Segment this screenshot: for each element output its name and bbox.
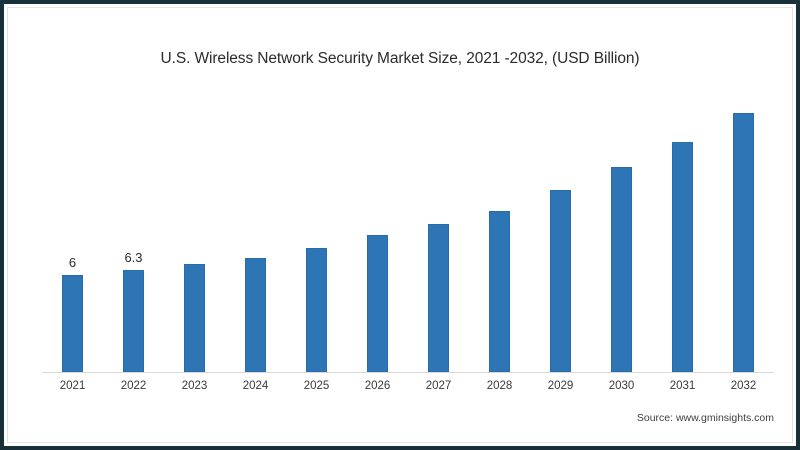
bar-2028[interactable] (489, 210, 510, 372)
bar-value-label: 6 (68, 255, 77, 271)
bar-group-2031 (652, 94, 713, 372)
bar-2031[interactable] (672, 141, 693, 372)
x-tick-label-2027: 2027 (425, 380, 452, 392)
x-tick-label-2029: 2029 (547, 380, 574, 392)
bar-2023[interactable] (184, 264, 205, 372)
x-tick-label-2023: 2023 (181, 380, 208, 392)
bar-group-2029 (530, 94, 591, 372)
bar-2029[interactable] (550, 189, 571, 372)
bar-group-2028 (469, 94, 530, 372)
bar-2032[interactable] (733, 112, 754, 372)
bar-2021[interactable] (62, 275, 83, 372)
plot-area: 6 6.3 (42, 94, 774, 372)
x-tick-label-2028: 2028 (486, 380, 513, 392)
bar-group-2021: 6 (42, 94, 103, 372)
x-tick-label-2021: 2021 (59, 380, 86, 392)
bar-group-2026 (347, 94, 408, 372)
bar-2030[interactable] (611, 167, 632, 372)
x-tick-label-2025: 2025 (303, 380, 330, 392)
bar-group-2027 (408, 94, 469, 372)
x-tick-label-2024: 2024 (242, 380, 269, 392)
chart-title: U.S. Wireless Network Security Market Si… (160, 50, 640, 67)
bar-2024[interactable] (245, 257, 266, 372)
x-tick-label-2031: 2031 (669, 380, 696, 392)
x-axis-line (42, 372, 774, 373)
bar-2026[interactable] (367, 235, 388, 372)
x-tick-label-2026: 2026 (364, 380, 391, 392)
bar-2027[interactable] (428, 223, 449, 372)
bar-group-2025 (286, 94, 347, 372)
bar-2025[interactable] (306, 247, 327, 372)
bar-group-2032 (713, 94, 774, 372)
x-tick-label-2032: 2032 (730, 380, 757, 392)
bar-group-2022: 6.3 (103, 94, 164, 372)
bar-group-2023 (164, 94, 225, 372)
x-tick-label-2022: 2022 (120, 380, 147, 392)
bar-2022[interactable] (123, 270, 144, 372)
bar-group-2024 (225, 94, 286, 372)
bar-group-2030 (591, 94, 652, 372)
source-note: Source: www.gminsights.com (636, 412, 774, 424)
x-tick-label-2030: 2030 (608, 380, 635, 392)
bar-value-label: 6.3 (124, 250, 143, 266)
